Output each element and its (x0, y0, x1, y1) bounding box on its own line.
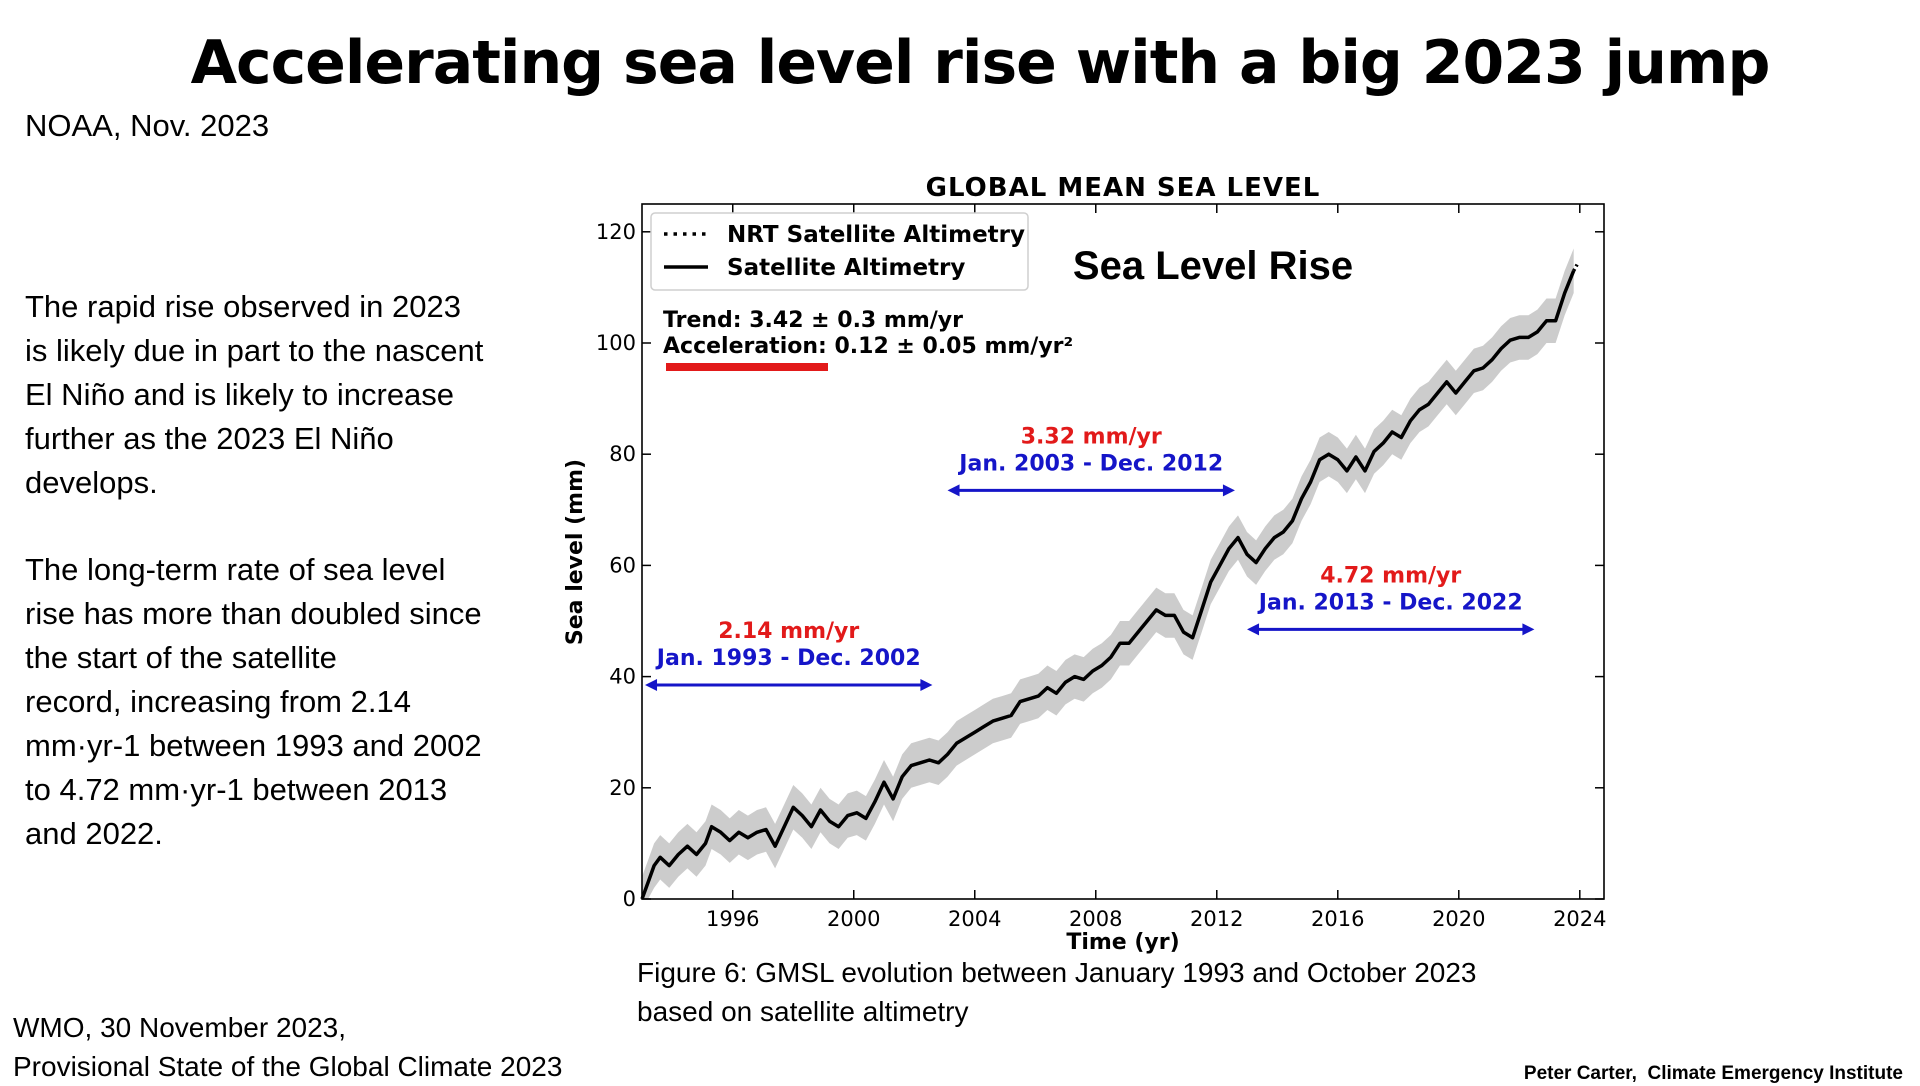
period-arrow-head-right (1222, 484, 1235, 497)
axis-ticks: 1996 2000 2004 2008 2012 2016 2020 2024 0 20 40 60 8… (596, 204, 1607, 931)
legend-box (650, 212, 1029, 291)
x-tick-label: 2004 (948, 907, 1001, 931)
source-noaa: NOAA, Nov. 2023 (25, 108, 270, 143)
satellite-altimetry-line (640, 270, 1576, 900)
y-tick-label: 120 (596, 220, 636, 244)
period-rate-label: 4.72 mm/yr (1320, 563, 1461, 588)
nrt-altimetry-line (1572, 261, 1580, 272)
x-axis-label: Time (yr) (1066, 930, 1179, 955)
x-tick-label: 2000 (827, 907, 880, 931)
y-tick-label: 0 (623, 887, 636, 911)
series-line (640, 261, 1580, 900)
y-tick-label: 60 (609, 553, 636, 577)
x-tick-label: 2008 (1069, 907, 1122, 931)
chart-title: GLOBAL MEAN SEA LEVEL (926, 173, 1321, 203)
period-range-label: Jan. 2003 - Dec. 2012 (957, 451, 1223, 476)
x-tick-label: 2020 (1432, 907, 1485, 931)
x-tick-label: 2016 (1311, 907, 1364, 931)
y-tick-label: 100 (596, 331, 636, 355)
explanation-paragraph-2: The long-term rate of sea level rise has… (25, 552, 482, 851)
period-rate-label: 3.32 mm/yr (1021, 424, 1162, 449)
period-arrow-head-right (1522, 623, 1535, 636)
y-tick-label: 40 (609, 665, 636, 689)
period-range-label: Jan. 1993 - Dec. 2002 (655, 646, 921, 671)
figure-caption: Figure 6: GMSL evolution between January… (637, 957, 1477, 1027)
legend-entry-nrt: NRT Satellite Altimetry (727, 222, 1025, 248)
x-tick-label: 1996 (706, 907, 759, 931)
acceleration-stat: Acceleration: 0.12 ± 0.05 mm/yr² (663, 334, 1073, 359)
period-arrow-head-right (920, 678, 933, 691)
y-tick-label: 80 (609, 442, 636, 466)
period-arrow-head-left (645, 678, 658, 691)
period-range-label: Jan. 2013 - Dec. 2022 (1257, 590, 1523, 615)
legend-entry-satellite: Satellite Altimetry (727, 255, 965, 281)
plot-frame (641, 203, 1605, 900)
legend: NRT Satellite Altimetry Satellite Altime… (650, 212, 1029, 291)
y-tick-label: 20 (609, 776, 636, 800)
x-tick-label: 2024 (1553, 907, 1606, 931)
source-wmo: WMO, 30 November 2023, Provisional State… (13, 1012, 563, 1082)
slide-title: Accelerating sea level rise with a big 2… (190, 28, 1771, 98)
overlay-label: Sea Level Rise (1073, 244, 1353, 288)
period-arrow-head-left (947, 484, 960, 497)
x-tick-label: 2012 (1190, 907, 1243, 931)
period-arrow-head-left (1247, 623, 1260, 636)
trend-stat: Trend: 3.42 ± 0.3 mm/yr (663, 308, 963, 333)
explanation-paragraph-1: The rapid rise observed in 2023 is likel… (25, 289, 484, 500)
author-credit: Peter Carter, Climate Emergency Institut… (1523, 1063, 1903, 1084)
acceleration-highlight (666, 363, 828, 371)
y-axis-label: Sea level (mm) (563, 459, 588, 645)
period-rate-label: 2.14 mm/yr (718, 619, 859, 644)
